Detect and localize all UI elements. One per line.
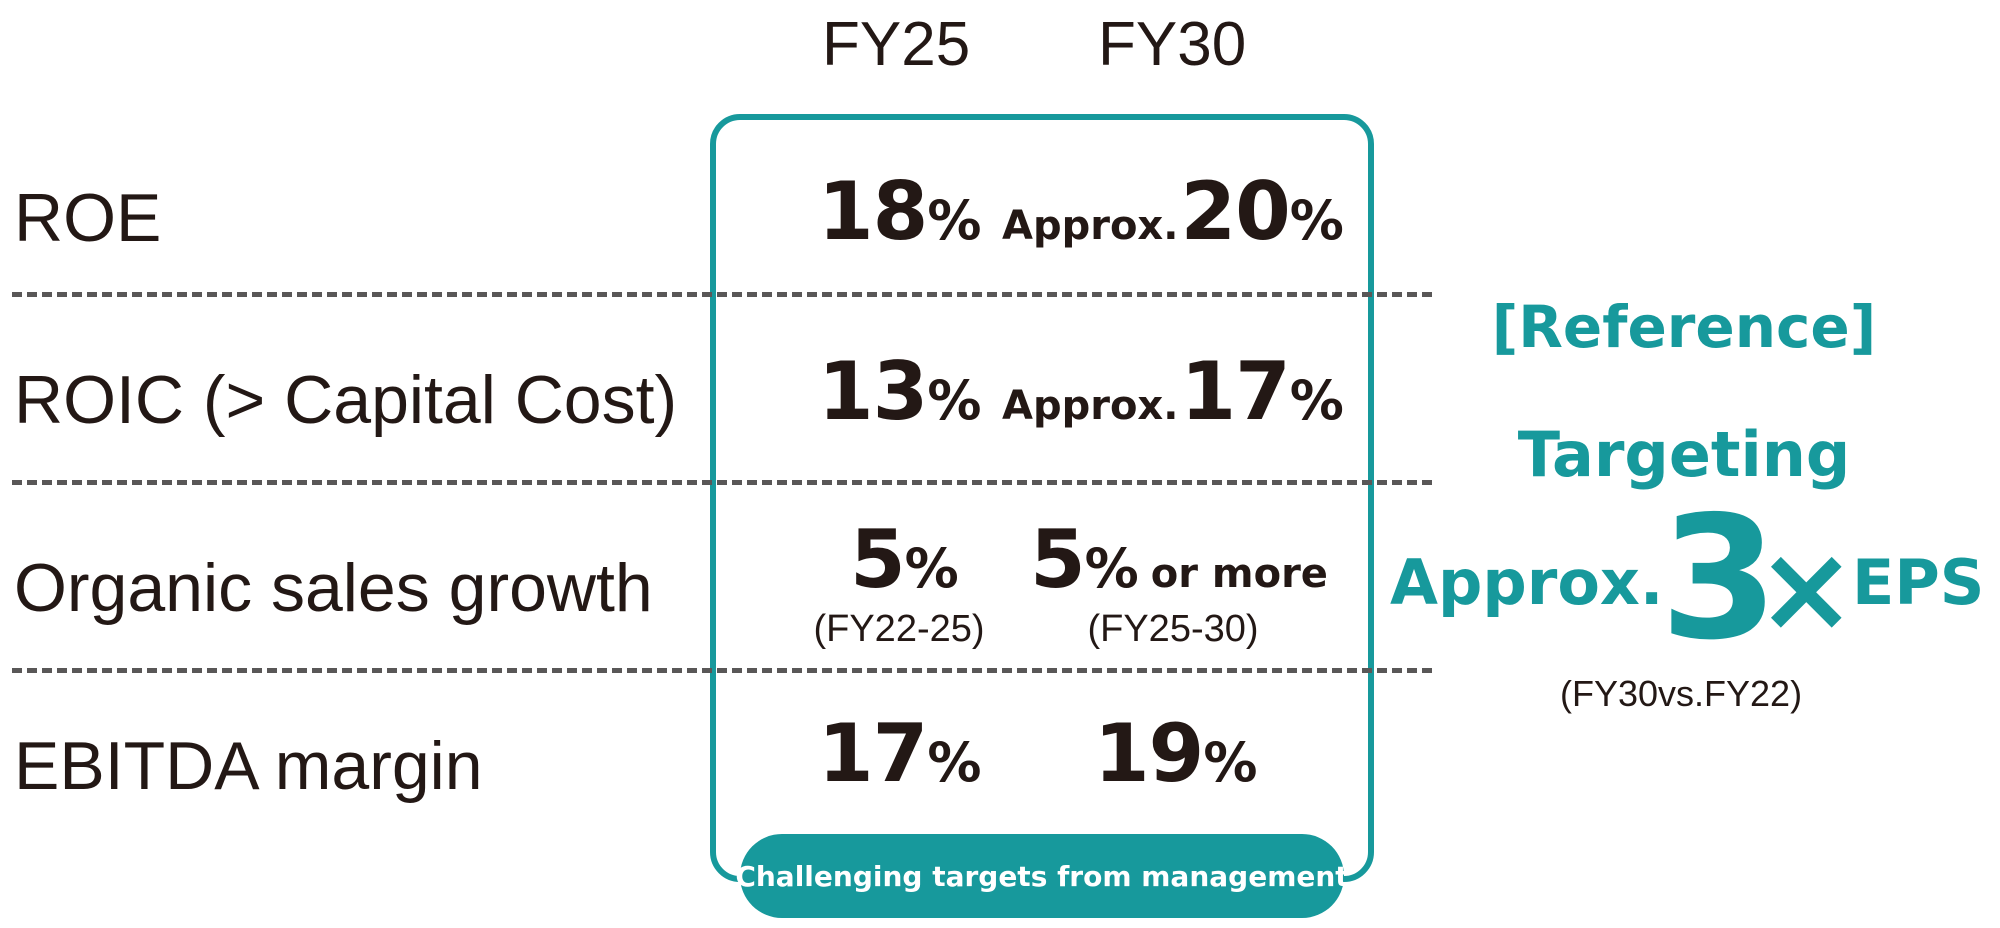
ebitda-fy25-value: 17 %: [818, 714, 981, 794]
reference-multiple: 3: [1660, 480, 1778, 678]
roic-fy30-unit: %: [1289, 369, 1344, 432]
row-divider: [12, 668, 1432, 673]
organic-fy25-value: 5 %: [850, 520, 959, 600]
organic-fy25-unit: %: [904, 537, 959, 600]
roe-fy25-value: 18 %: [818, 172, 981, 252]
ebitda-fy25-number: 17: [818, 707, 928, 800]
roe-fy30-prefix: Approx.: [1002, 203, 1179, 249]
roe-fy30-value: Approx. 20 %: [1002, 172, 1344, 252]
reference-targeting: Targeting: [1517, 418, 1851, 491]
column-header-fy30: FY30: [1098, 10, 1247, 79]
row-divider: [12, 292, 1432, 297]
multiply-icon: ×: [1756, 520, 1857, 659]
roic-fy25-value: 13 %: [818, 352, 981, 432]
row-divider: [12, 480, 1432, 485]
organic-fy25-period: (FY22-25): [813, 608, 985, 650]
roic-fy25-number: 13: [818, 345, 928, 438]
roe-fy25-unit: %: [927, 189, 982, 252]
roe-fy30-number: 20: [1180, 165, 1290, 258]
organic-fy25-number: 5: [850, 513, 906, 606]
organic-fy30-period: (FY25-30): [1087, 608, 1259, 650]
ebitda-fy30-value: 19 %: [1094, 714, 1257, 794]
row-label-roe: ROE: [14, 180, 162, 256]
roe-fy25-number: 18: [818, 165, 928, 258]
roe-fy30-unit: %: [1289, 189, 1344, 252]
row-label-roic: ROIC (> Capital Cost): [14, 362, 678, 438]
reference-note: (FY30vs.FY22): [1560, 673, 1803, 714]
ebitda-fy30-unit: %: [1203, 731, 1258, 794]
column-header-fy25: FY25: [822, 10, 971, 79]
ebitda-fy25-unit: %: [927, 731, 982, 794]
challenging-targets-badge: Challenging targets from management: [735, 834, 1349, 918]
ebitda-fy30-number: 19: [1094, 707, 1204, 800]
organic-fy30-number: 5: [1030, 513, 1086, 606]
reference-eps: EPS: [1852, 546, 1985, 619]
reference-title: [Reference]: [1491, 293, 1877, 361]
organic-fy30-suffix: or more: [1150, 551, 1328, 597]
reference-approx: Approx.: [1390, 546, 1664, 619]
organic-fy30-value: 5 % or more: [1030, 520, 1328, 600]
roic-fy30-value: Approx. 17 %: [1002, 352, 1344, 432]
row-label-ebitda-margin: EBITDA margin: [14, 728, 483, 804]
roic-fy25-unit: %: [927, 369, 982, 432]
roic-fy30-number: 17: [1180, 345, 1290, 438]
row-label-organic-growth: Organic sales growth: [14, 550, 653, 626]
roic-fy30-prefix: Approx.: [1002, 383, 1179, 429]
organic-fy30-unit: %: [1084, 537, 1139, 600]
